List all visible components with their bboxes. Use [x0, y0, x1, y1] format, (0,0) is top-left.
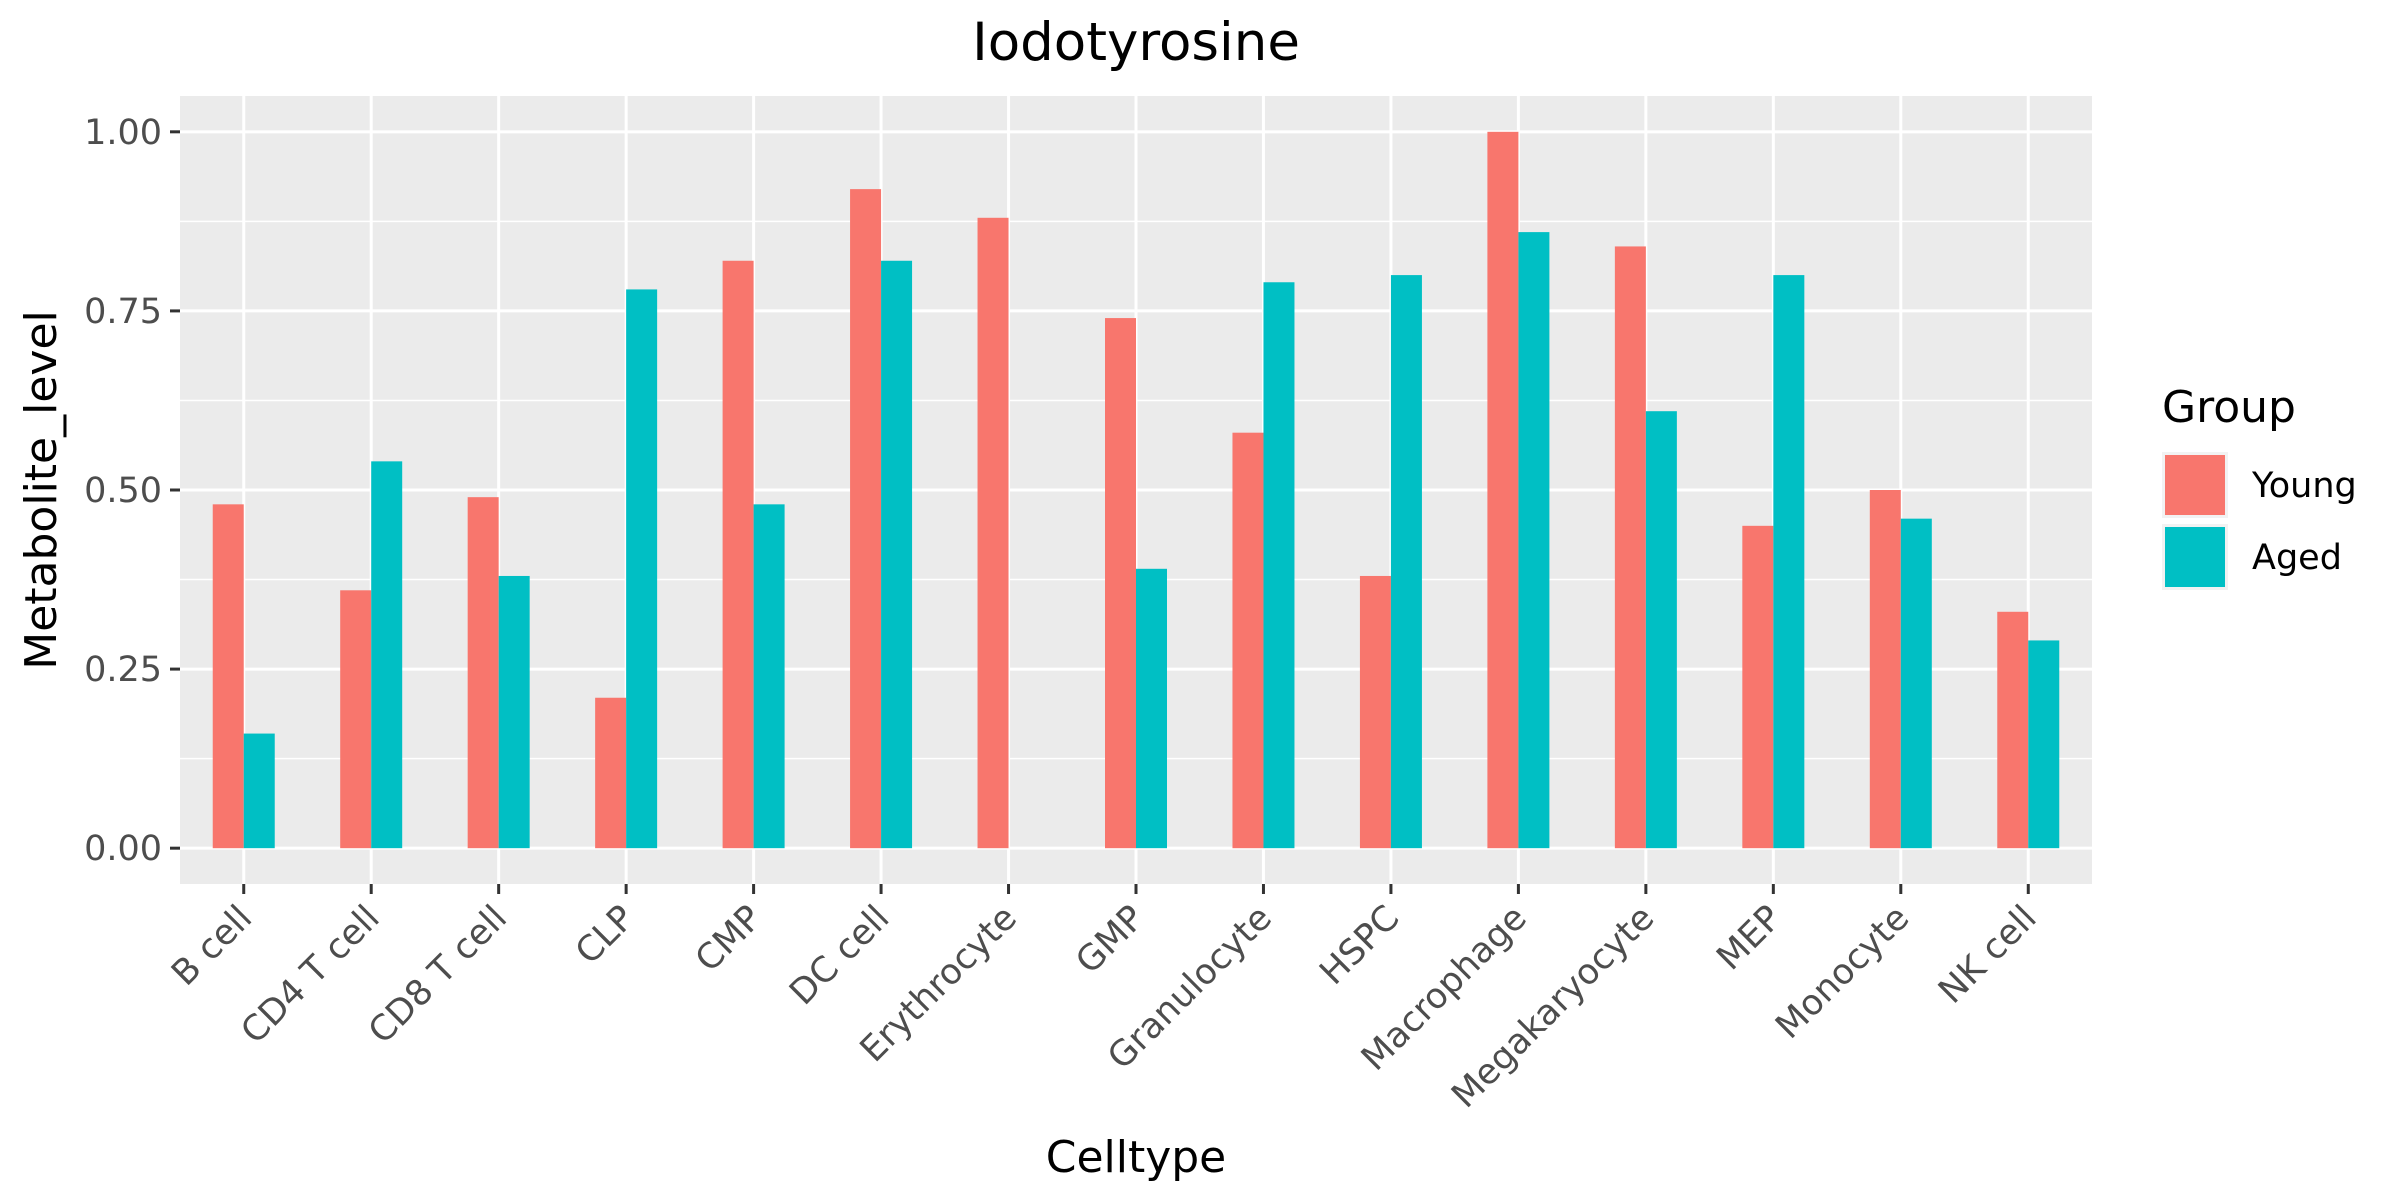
bar-young	[1232, 432, 1264, 849]
x-tick-label: CD8 T cell	[361, 898, 515, 1052]
legend-label-aged: Aged	[2252, 538, 2342, 578]
bar-aged	[1773, 275, 1805, 849]
legend-key-aged	[2165, 527, 2225, 587]
bar-aged	[626, 289, 658, 849]
bar-aged	[881, 260, 913, 849]
x-tick-label: HSPC	[1312, 898, 1407, 993]
legend: Group Young Aged	[2162, 382, 2357, 590]
y-tick-label: 0.75	[84, 292, 162, 332]
legend-items: Young Aged	[2162, 452, 2357, 590]
x-tick-label: DC cell	[782, 898, 897, 1013]
bar-young	[1742, 525, 1774, 849]
bar-young	[467, 497, 499, 849]
bar-young	[1105, 318, 1136, 849]
y-tick-label: 1.00	[84, 113, 162, 153]
bar-young	[595, 697, 627, 849]
x-axis-title: Celltype	[1046, 1132, 1227, 1183]
bars	[212, 131, 2060, 849]
bar-young	[340, 590, 372, 849]
y-tick-label: 0.50	[84, 471, 162, 511]
bar-young	[977, 217, 1009, 849]
bar-young	[1359, 575, 1391, 849]
bar-young	[1869, 490, 1901, 849]
y-axis: 0.00 0.25 0.50 0.75 1.00	[84, 113, 180, 869]
x-tick-label: CD4 T cell	[234, 898, 388, 1052]
legend-label-young: Young	[2251, 466, 2357, 506]
y-tick-label: 0.00	[84, 829, 162, 869]
x-tick-label: Monocyte	[1768, 898, 1917, 1047]
bar-young	[1997, 611, 2029, 849]
bar-young	[212, 504, 244, 849]
x-tick-label: B cell	[164, 898, 260, 994]
y-tick-label: 0.25	[84, 650, 162, 690]
bar-aged	[1518, 232, 1550, 849]
bar-aged	[371, 461, 403, 849]
bar-aged	[2028, 640, 2060, 849]
x-tick-label: MEP	[1709, 898, 1789, 978]
x-tick-label: CMP	[688, 898, 770, 980]
bar-aged	[243, 733, 275, 849]
bar-aged	[1645, 411, 1677, 849]
bar-aged	[1263, 282, 1295, 849]
legend-key-young	[2165, 455, 2225, 515]
y-axis-title: Metabolite_level	[16, 310, 67, 670]
bar-young	[1487, 131, 1519, 849]
legend-title: Group	[2162, 382, 2296, 433]
bar-aged	[1136, 568, 1167, 849]
bar-young	[850, 189, 882, 849]
chart-title: Iodotyrosine	[972, 12, 1300, 73]
x-tick-label: NK cell	[1931, 898, 2044, 1011]
bar-young	[1614, 246, 1646, 849]
bar-aged	[498, 575, 530, 849]
bar-aged	[1390, 275, 1422, 849]
bar-aged	[753, 504, 785, 849]
bar-aged	[1900, 518, 1932, 849]
x-tick-label: GMP	[1069, 898, 1153, 982]
bar-young	[722, 260, 754, 849]
x-tick-label: CLP	[568, 898, 642, 972]
